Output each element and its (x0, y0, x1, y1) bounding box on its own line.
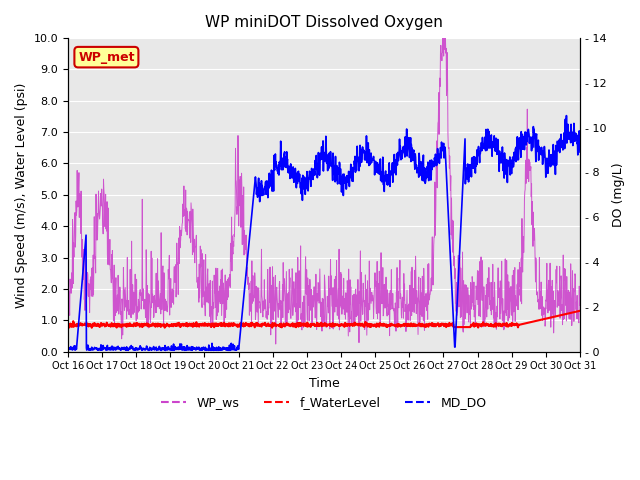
Text: WP_met: WP_met (78, 51, 134, 64)
Title: WP miniDOT Dissolved Oxygen: WP miniDOT Dissolved Oxygen (205, 15, 443, 30)
Y-axis label: DO (mg/L): DO (mg/L) (612, 163, 625, 227)
Legend: WP_ws, f_WaterLevel, MD_DO: WP_ws, f_WaterLevel, MD_DO (156, 391, 492, 414)
Y-axis label: Wind Speed (m/s), Water Level (psi): Wind Speed (m/s), Water Level (psi) (15, 82, 28, 308)
X-axis label: Time: Time (308, 377, 339, 390)
